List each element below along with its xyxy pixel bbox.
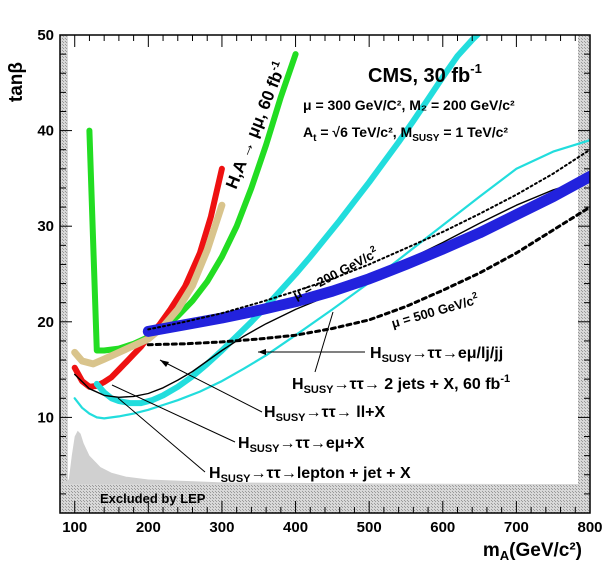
x-tick-label: 800 bbox=[577, 519, 602, 536]
y-tick-label: 10 bbox=[37, 409, 54, 426]
label-emu-x: HSUSY→ττ→eμ+X bbox=[238, 435, 365, 455]
label-eu-lj-jj: HSUSY→ττ→eμ/lj/jj bbox=[370, 345, 503, 365]
chart-title: CMS, 30 fb-1 bbox=[368, 61, 482, 87]
label-2jets: HSUSY→ττ→ 2 jets + X, 60 fb-1 bbox=[292, 373, 510, 396]
y-tick-labels: 10 20 30 40 50 bbox=[37, 27, 54, 426]
series-line-3 bbox=[93, 35, 482, 407]
pointer-ll-x bbox=[159, 359, 263, 413]
x-tick-label: 300 bbox=[209, 519, 234, 536]
left-excluded-band bbox=[60, 35, 68, 513]
series-line-7 bbox=[147, 148, 590, 331]
arrowhead-eu-lj-jj bbox=[258, 349, 266, 355]
param-line-2: At = √6 TeV/c², MSUSY = 1 TeV/c² bbox=[303, 124, 508, 144]
series-line-4 bbox=[73, 177, 590, 398]
y-tick-label: 20 bbox=[37, 314, 54, 331]
x-tick-label: 400 bbox=[283, 519, 308, 536]
pointer-emu-x bbox=[111, 384, 236, 443]
excluded-by-lep-label: Excluded by LEP bbox=[100, 491, 206, 506]
x-tick-label: 600 bbox=[430, 519, 455, 536]
x-tick-label: 200 bbox=[136, 519, 161, 536]
pointer-heads bbox=[160, 349, 266, 367]
series-line-0 bbox=[86, 51, 299, 354]
x-tick-label: 700 bbox=[504, 519, 529, 536]
series-line-2 bbox=[71, 201, 226, 368]
series-line-6 bbox=[142, 171, 590, 337]
pointer-2jets bbox=[314, 311, 334, 373]
pointer-lines bbox=[111, 311, 365, 473]
series-layer bbox=[71, 35, 590, 420]
y-tick-label: 50 bbox=[37, 27, 54, 44]
x-tick-label: 500 bbox=[357, 519, 382, 536]
param-line-1: μ = 300 GeV/C², M₂ = 200 GeV/c² bbox=[303, 97, 515, 113]
pointer-lepton-jet bbox=[117, 397, 206, 473]
label-ll-x: HSUSY→ττ→ ll+X bbox=[264, 404, 385, 424]
ticks-layer bbox=[60, 35, 591, 513]
series-line-1 bbox=[71, 165, 225, 390]
x-axis-label: mA(GeV/c²) bbox=[483, 540, 582, 563]
right-excluded-band bbox=[578, 35, 590, 513]
y-tick-label: 40 bbox=[37, 123, 54, 140]
y-tick-label: 30 bbox=[37, 218, 54, 235]
x-tick-labels: 100 200 300 400 500 600 700 800 bbox=[62, 519, 602, 536]
x-tick-label: 100 bbox=[62, 519, 87, 536]
y-axis-label: tanβ bbox=[6, 62, 27, 102]
arrowhead-ll-x bbox=[160, 360, 169, 367]
series-line-8 bbox=[146, 205, 590, 347]
label-lepton-jet: HSUSY→ττ→lepton + jet + X bbox=[209, 465, 411, 485]
